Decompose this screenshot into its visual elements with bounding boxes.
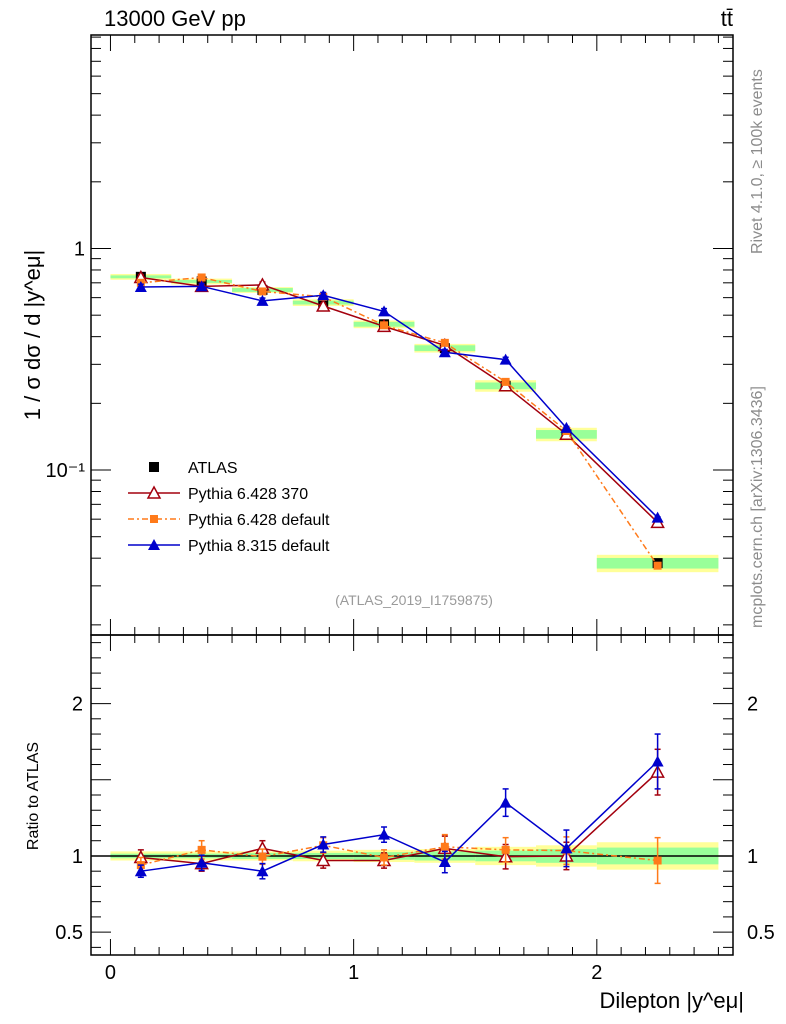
y-tick-label: 1 (74, 239, 85, 261)
data-point (653, 561, 662, 570)
data-point (134, 281, 147, 293)
data-point (134, 865, 147, 877)
legend-marker (148, 539, 160, 550)
legend-label: ATLAS (188, 460, 238, 477)
series-line (140, 276, 659, 567)
ratio-y-axis-label: Ratio to ATLAS (25, 742, 42, 850)
legend-label: Pythia 6.428 default (188, 512, 330, 529)
data-point (499, 353, 512, 365)
rivet-version-label: Rivet 4.1.0, ≥ 100k events (749, 69, 766, 254)
data-point (653, 856, 662, 865)
ratio-panel-frame (90, 634, 734, 956)
y-tick-label: 2 (72, 694, 83, 716)
y-tick-label: 10⁻¹ (46, 460, 86, 482)
data-point (651, 755, 664, 767)
ratio-panel-axes: 0.5 0.5 1 1 2 2 0 1 2 (55, 635, 775, 984)
legend-marker (146, 485, 162, 499)
y-tick-label-right: 2 (747, 694, 758, 716)
data-point (317, 838, 330, 850)
data-point (315, 298, 331, 312)
data-point (258, 852, 267, 861)
data-point (560, 421, 573, 433)
process-label: tt̄ (721, 6, 733, 31)
data-point (438, 346, 451, 358)
data-point (380, 321, 389, 330)
data-point (440, 338, 449, 347)
data-point (197, 845, 206, 854)
data-point (317, 289, 330, 301)
energy-label: 13000 GeV pp (104, 6, 246, 31)
ratio-panel-series (133, 733, 665, 885)
legend: ATLAS Pythia 6.428 370 Pythia 6.428 defaul… (128, 460, 330, 555)
data-point (380, 853, 389, 862)
y-tick-label-right: 1 (747, 846, 758, 868)
mcplots-label: mcplots.cern.ch [arXiv:1306.3436] (749, 386, 766, 628)
legend-marker (149, 462, 159, 472)
data-point (256, 294, 269, 306)
y-tick-label: 1 (72, 846, 83, 868)
x-axis-label: Dilepton |y^eμ| (600, 988, 745, 1013)
data-point (195, 280, 208, 292)
x-tick-label: 2 (591, 962, 602, 984)
data-point (501, 377, 510, 386)
analysis-label: (ATLAS_2019_I1759875) (335, 592, 493, 608)
data-point (438, 856, 451, 868)
data-point (258, 287, 267, 296)
data-point (378, 305, 391, 317)
legend-label: Pythia 6.428 370 (188, 486, 308, 503)
x-tick-label: 0 (105, 962, 116, 984)
legend-marker (150, 515, 158, 523)
main-panel-series (133, 269, 665, 570)
x-tick-label: 1 (348, 962, 359, 984)
series-line (140, 285, 659, 519)
data-point (440, 842, 449, 851)
data-point (499, 796, 512, 808)
data-point (651, 511, 664, 523)
data-point (501, 845, 510, 854)
data-point (378, 828, 391, 840)
y-tick-label-right: 0.5 (747, 922, 775, 944)
y-tick-label: 0.5 (55, 922, 83, 944)
legend-label: Pythia 8.315 default (188, 538, 330, 555)
main-y-axis-label: 1 / σ dσ / d |y^eμ| (20, 250, 45, 420)
data-point (256, 865, 269, 877)
data-point (195, 856, 208, 868)
main-panel-axes: 10⁻¹ 1 (46, 35, 733, 635)
data-point (315, 852, 331, 867)
data-point (560, 842, 573, 854)
data-point (197, 273, 206, 282)
